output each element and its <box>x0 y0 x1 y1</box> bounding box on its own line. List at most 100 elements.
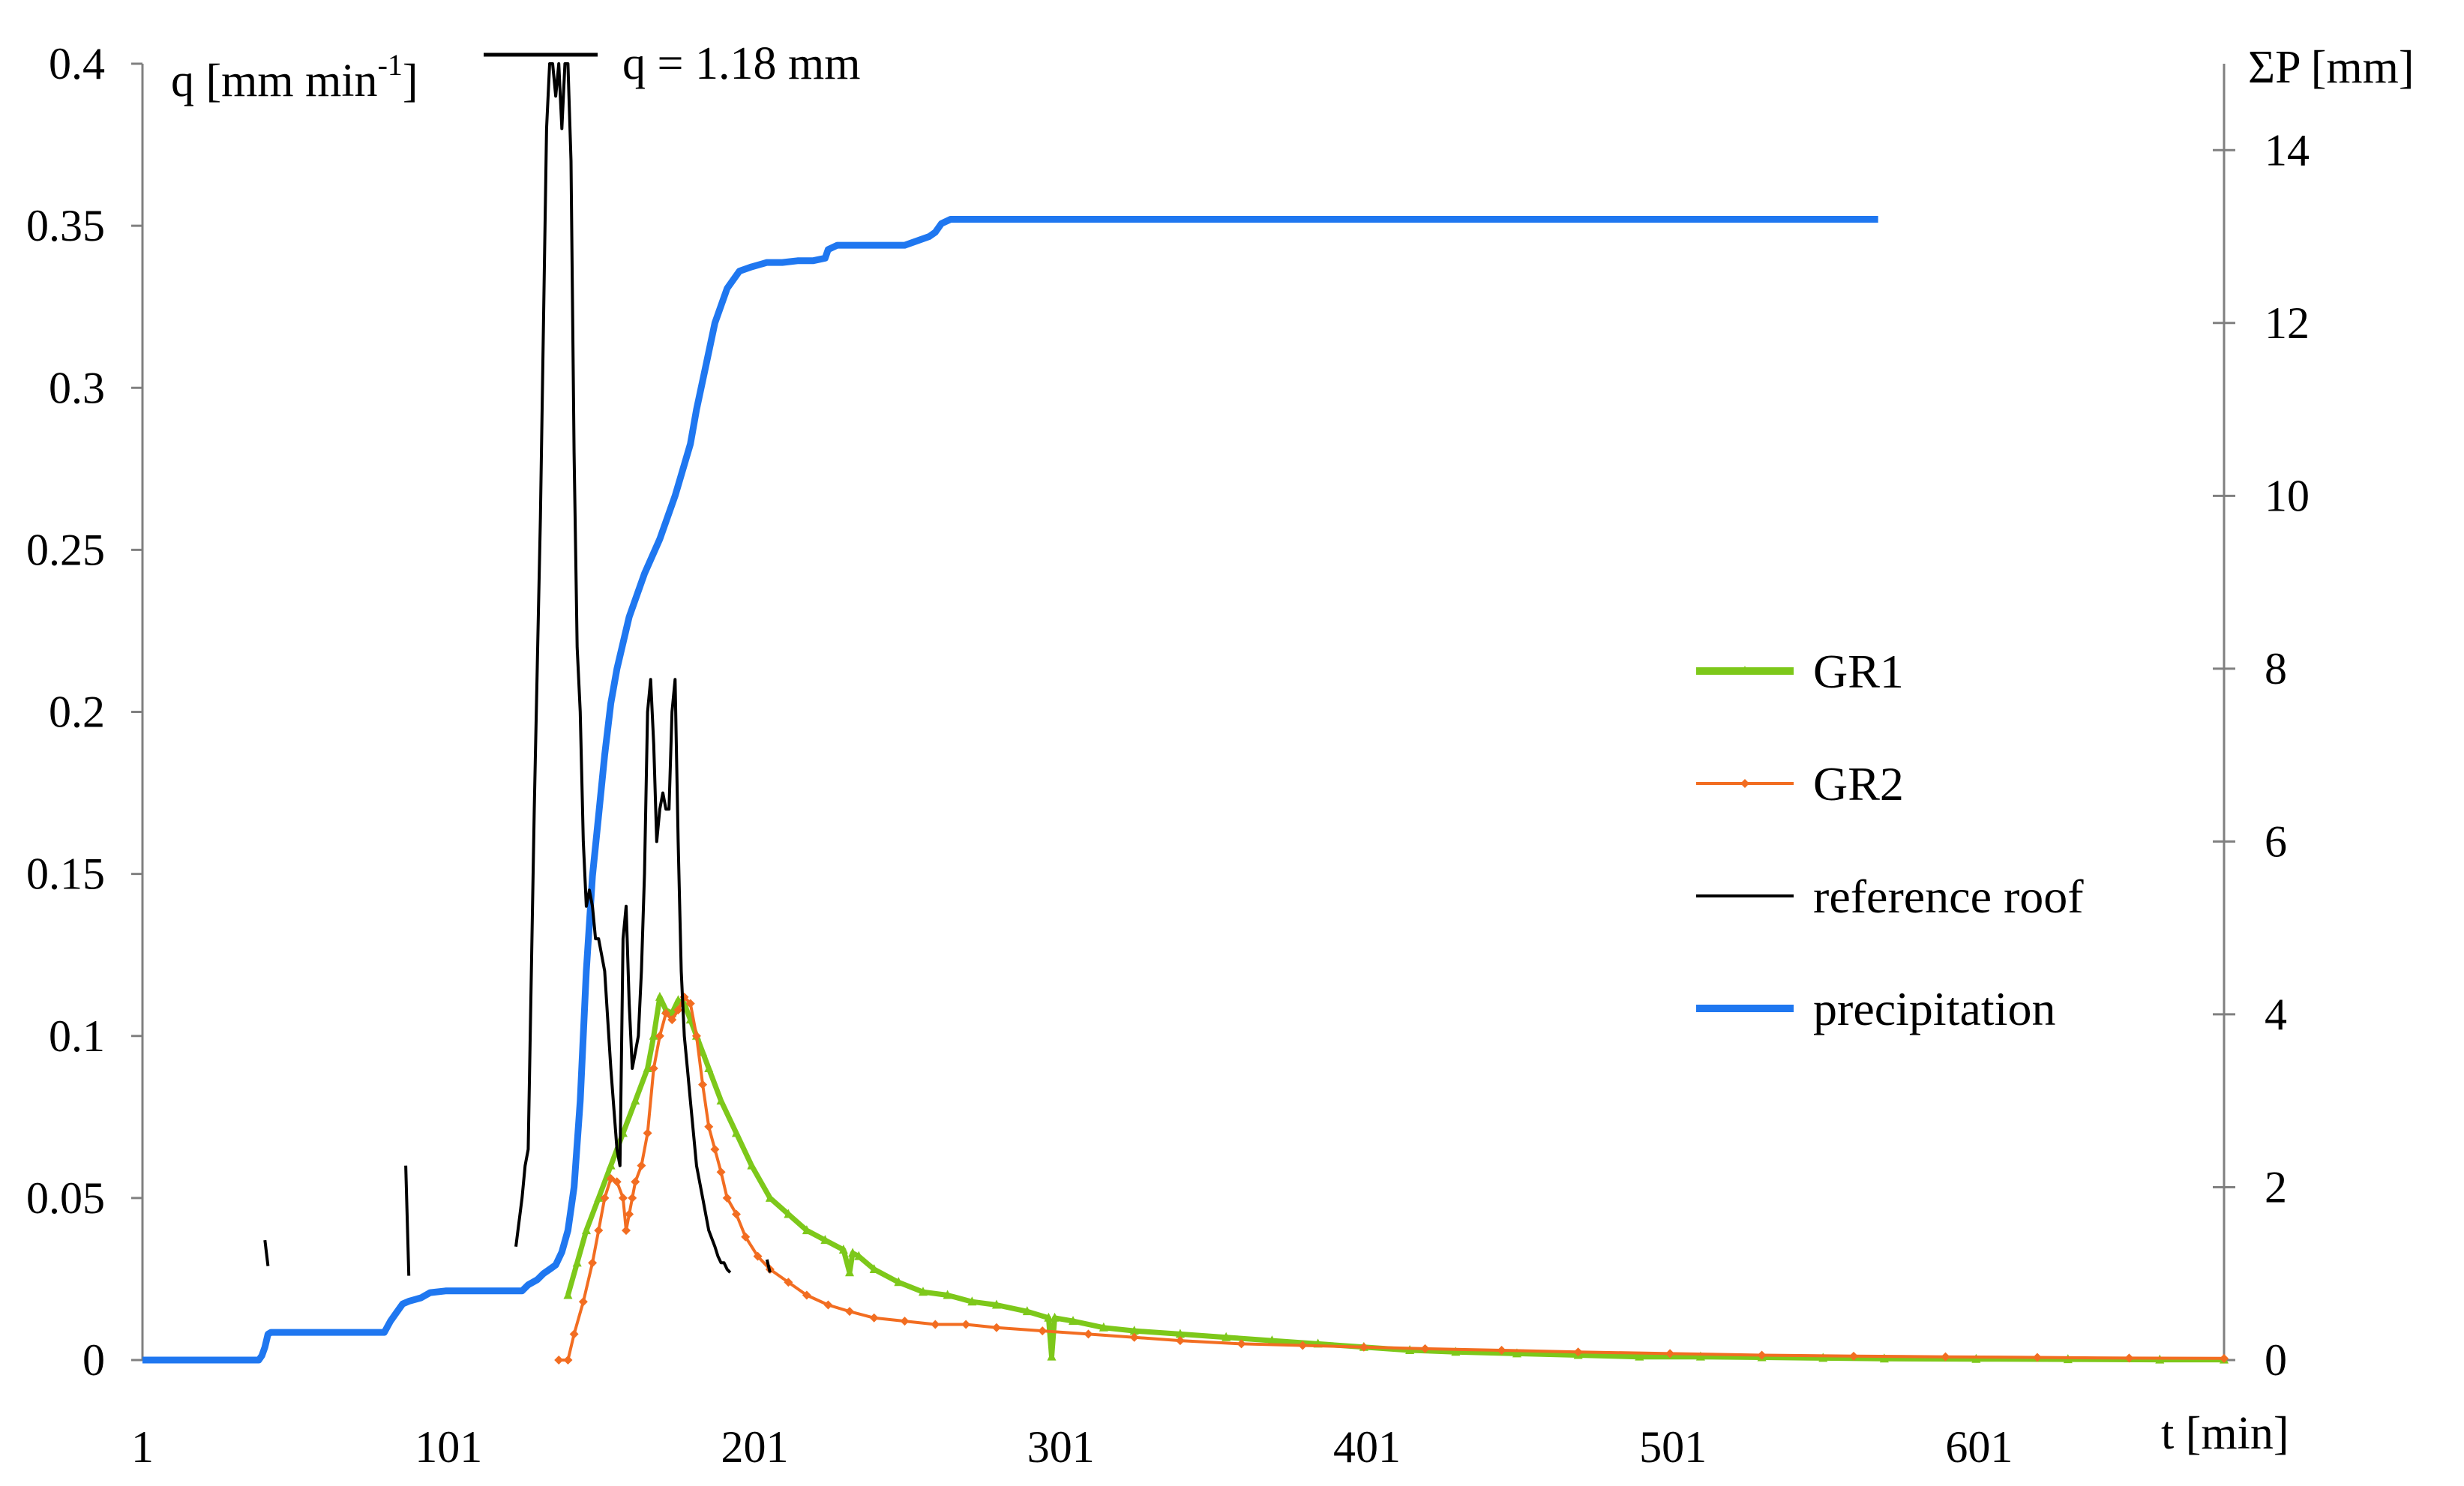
y-left-tick-label: 0.05 <box>26 1173 105 1223</box>
data-point-gr2 <box>710 1145 720 1155</box>
data-point-gr2 <box>823 1300 833 1310</box>
data-point-gr2 <box>1236 1339 1246 1349</box>
data-point-gr1 <box>1022 1306 1032 1316</box>
data-point-gr2 <box>698 1080 708 1089</box>
data-point-gr1 <box>1695 1351 1705 1361</box>
data-point-gr2 <box>722 1193 732 1203</box>
data-point-gr2 <box>618 1193 628 1203</box>
legend-label-reference-roof: reference roof <box>1813 870 2084 923</box>
x-tick-label: 501 <box>1639 1422 1707 1472</box>
x-tick-label: 101 <box>415 1422 482 1472</box>
data-point-gr2 <box>2124 1353 2134 1363</box>
data-point-gr1 <box>731 1128 741 1137</box>
data-point-gr2 <box>691 1031 701 1041</box>
y-left-tick-label: 0.35 <box>26 201 105 250</box>
x-tick-label: 201 <box>721 1422 788 1472</box>
data-point-gr2 <box>802 1290 811 1300</box>
data-point-gr2 <box>569 1329 579 1339</box>
data-point-gr2 <box>563 1356 573 1365</box>
data-point-gr1 <box>631 1095 640 1105</box>
data-point-gr2 <box>631 1177 640 1187</box>
data-point-gr2 <box>961 1320 971 1329</box>
annotation-text: q = 1.18 mm <box>622 38 860 89</box>
data-point-gr2 <box>741 1232 751 1242</box>
legend-label-gr2: GR2 <box>1813 757 1904 810</box>
data-point-gr1 <box>991 1299 1001 1309</box>
y-left-tick-label: 0.3 <box>49 363 105 412</box>
data-point-gr2 <box>1497 1346 1506 1356</box>
data-point-gr2 <box>1298 1341 1308 1350</box>
y-right-tick-label: 4 <box>2265 990 2287 1039</box>
data-point-gr2 <box>1757 1350 1767 1360</box>
data-point-gr1 <box>655 991 664 1001</box>
y-right-tick-label: 14 <box>2265 125 2310 175</box>
data-point-gr1 <box>563 1290 573 1299</box>
series-line-reference-roof <box>514 62 732 1274</box>
y-right-tick-label: 6 <box>2265 816 2287 866</box>
data-point-gr2 <box>731 1209 741 1219</box>
data-point-gr2 <box>2032 1353 2042 1362</box>
data-point-gr1 <box>1099 1322 1108 1332</box>
y-right-tick-label: 8 <box>2265 644 2287 694</box>
data-point-gr2 <box>1038 1326 1048 1336</box>
data-point-gr1 <box>967 1296 977 1306</box>
reference-roof-fragment <box>263 1239 270 1266</box>
data-point-gr1 <box>1451 1347 1461 1356</box>
y-left-ticks: 0 0.05 0.1 0.15 0.2 0.25 0.3 0.35 0.4 <box>26 39 142 1385</box>
data-point-gr2 <box>1129 1332 1139 1342</box>
data-point-gr2 <box>784 1278 793 1287</box>
data-point-gr2 <box>622 1226 631 1236</box>
data-point-gr2 <box>704 1122 714 1131</box>
data-point-gr2 <box>600 1193 610 1203</box>
data-point-gr2 <box>578 1297 588 1307</box>
data-point-gr2 <box>649 1063 658 1073</box>
y-right-tick-label: 0 <box>2265 1335 2287 1385</box>
data-point-gr2 <box>1175 1336 1185 1346</box>
x-tick-label: 401 <box>1333 1422 1401 1472</box>
x-tick-label: 1 <box>131 1422 154 1472</box>
series-precipitation <box>142 216 1878 1364</box>
reference-roof-fragment <box>404 1165 411 1276</box>
data-point-gr2 <box>625 1209 634 1219</box>
data-point-gr1 <box>1267 1335 1277 1345</box>
data-point-gr1 <box>698 1047 708 1056</box>
data-point-gr1 <box>649 1030 658 1040</box>
data-point-gr1 <box>1044 1312 1054 1322</box>
data-point-gr2 <box>1849 1351 1859 1361</box>
data-point-gr1 <box>1512 1348 1521 1358</box>
y-left-tick-label: 0.4 <box>49 39 105 88</box>
data-point-gr2 <box>991 1323 1001 1332</box>
data-point-gr2 <box>661 1008 671 1018</box>
series-line-precipitation <box>142 216 1878 1364</box>
legend-label-gr1: GR1 <box>1813 645 1904 698</box>
data-point-gr1 <box>1175 1329 1185 1338</box>
y-left-tick-label: 0.2 <box>49 688 105 737</box>
data-point-gr2 <box>673 1005 683 1015</box>
x-tick-label: 301 <box>1027 1422 1095 1472</box>
x-tick-label: 601 <box>1945 1422 2013 1472</box>
data-point-gr2 <box>612 1177 622 1187</box>
data-point-gr1 <box>765 1192 775 1202</box>
data-point-gr2 <box>869 1313 879 1323</box>
data-point-gr2 <box>606 1173 616 1183</box>
data-point-gr1 <box>594 1192 604 1202</box>
data-point-gr1 <box>784 1209 793 1218</box>
data-point-gr1 <box>1129 1326 1139 1335</box>
data-point-gr1 <box>820 1235 830 1245</box>
data-point-gr1 <box>581 1225 591 1235</box>
data-point-gr2 <box>2220 1353 2229 1363</box>
data-point-gr2 <box>931 1320 940 1329</box>
data-point-gr1 <box>747 1160 757 1170</box>
data-point-gr1 <box>1635 1351 1644 1361</box>
data-point-gr1 <box>869 1263 879 1273</box>
data-point-gr1 <box>894 1277 904 1287</box>
data-point-gr2 <box>594 1226 604 1236</box>
data-point-gr1 <box>802 1225 811 1235</box>
y-left-tick-label: 0.1 <box>49 1011 105 1061</box>
legend-label-precipitation: precipitation <box>1813 982 2055 1035</box>
data-point-gr1 <box>845 1267 855 1277</box>
y-left-tick-label: 0.25 <box>26 525 105 574</box>
y-right-tick-label: 10 <box>2265 471 2310 520</box>
series-reference-roof <box>514 62 732 1274</box>
